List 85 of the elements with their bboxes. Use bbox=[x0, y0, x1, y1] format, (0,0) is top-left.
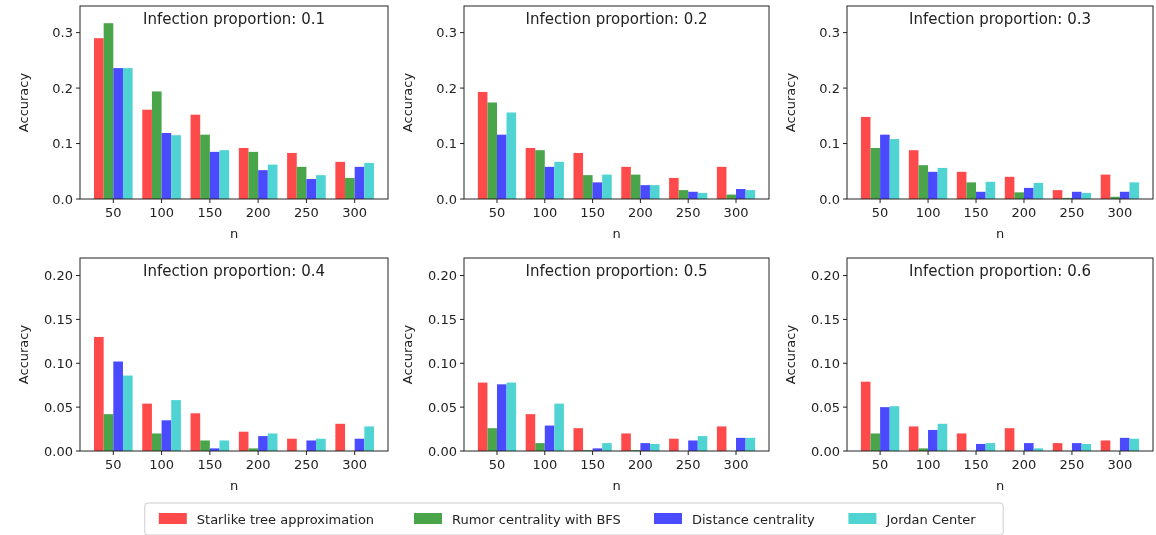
x-tick-label: 150 bbox=[963, 205, 989, 220]
x-tick-label: 200 bbox=[627, 205, 653, 220]
x-tick-label: 250 bbox=[294, 205, 319, 220]
y-tick-label: 0.1 bbox=[819, 136, 840, 152]
y-tick-label: 0.2 bbox=[436, 80, 457, 96]
y-axis-title: Accuracy bbox=[783, 72, 798, 133]
x-tick-label: 300 bbox=[1107, 457, 1133, 472]
y-tick-label: 0.0 bbox=[52, 191, 73, 207]
y-tick-label: 0.05 bbox=[428, 399, 457, 415]
x-axis-title: n bbox=[612, 478, 621, 493]
x-tick-label: 100 bbox=[915, 457, 941, 472]
x-tick-label: 100 bbox=[915, 205, 941, 220]
y-tick-label: 0.1 bbox=[52, 136, 73, 152]
legend-label: Jordan Center bbox=[885, 511, 977, 527]
y-tick-label: 0.20 bbox=[811, 268, 840, 284]
y-tick-label: 0.10 bbox=[44, 355, 73, 371]
x-tick-label: 250 bbox=[675, 457, 701, 472]
x-axis-title: n bbox=[229, 226, 239, 241]
x-axis-title: n bbox=[229, 478, 239, 493]
x-tick-label: 300 bbox=[1107, 205, 1133, 220]
y-tick-label: 0.00 bbox=[811, 443, 840, 459]
y-tick-label: 0.10 bbox=[811, 355, 840, 371]
y-tick-label: 0.05 bbox=[44, 399, 73, 415]
x-tick-label: 150 bbox=[580, 457, 606, 472]
legend-label: Starlike tree approximation bbox=[196, 511, 375, 527]
x-tick-label: 200 bbox=[245, 457, 271, 472]
chart-title: Infection proportion: 0.6 bbox=[909, 262, 1091, 280]
x-tick-label: 100 bbox=[532, 205, 558, 220]
legend-label: Rumor centrality with BFS bbox=[452, 511, 621, 527]
x-tick-label: 100 bbox=[149, 457, 174, 472]
x-tick-label: 250 bbox=[1059, 457, 1085, 472]
x-tick-label: 50 bbox=[105, 205, 122, 220]
y-tick-label: 0.2 bbox=[52, 80, 73, 96]
y-tick-label: 0.0 bbox=[436, 191, 457, 207]
chart-title: Infection proportion: 0.2 bbox=[525, 10, 708, 28]
y-tick-label: 0.00 bbox=[44, 443, 73, 459]
x-tick-label: 150 bbox=[580, 205, 606, 220]
y-tick-label: 0.3 bbox=[52, 25, 73, 41]
x-axis-title: n bbox=[995, 478, 1005, 493]
x-axis-title: n bbox=[612, 226, 621, 241]
x-tick-label: 250 bbox=[294, 457, 319, 472]
y-tick-label: 0.10 bbox=[428, 355, 457, 371]
x-tick-label: 200 bbox=[627, 457, 653, 472]
x-tick-label: 300 bbox=[723, 457, 749, 472]
x-tick-label: 50 bbox=[105, 457, 122, 472]
x-tick-label: 50 bbox=[488, 457, 506, 472]
y-tick-label: 0.15 bbox=[811, 311, 840, 327]
x-tick-label: 250 bbox=[1059, 205, 1085, 220]
y-axis-title: Accuracy bbox=[400, 324, 415, 385]
x-tick-label: 200 bbox=[245, 205, 271, 220]
x-tick-label: 200 bbox=[1011, 205, 1037, 220]
y-tick-label: 0.00 bbox=[428, 443, 457, 459]
chart-title: Infection proportion: 0.4 bbox=[143, 262, 325, 280]
x-tick-label: 200 bbox=[1011, 457, 1037, 472]
y-axis-title: Accuracy bbox=[16, 72, 31, 133]
x-tick-label: 300 bbox=[723, 205, 749, 220]
chart-title: Infection proportion: 0.1 bbox=[143, 10, 325, 28]
y-tick-label: 0.3 bbox=[819, 25, 840, 41]
x-tick-label: 150 bbox=[197, 457, 223, 472]
x-tick-label: 100 bbox=[532, 457, 558, 472]
x-tick-label: 50 bbox=[871, 457, 889, 472]
x-tick-label: 300 bbox=[342, 205, 368, 220]
y-tick-label: 0.0 bbox=[819, 191, 840, 207]
x-tick-label: 250 bbox=[675, 205, 701, 220]
x-tick-label: 50 bbox=[871, 205, 889, 220]
y-tick-label: 0.15 bbox=[428, 311, 457, 327]
y-axis-title: Accuracy bbox=[783, 324, 798, 385]
y-axis-title: Accuracy bbox=[400, 72, 415, 133]
y-tick-label: 0.05 bbox=[811, 399, 840, 415]
y-tick-label: 0.20 bbox=[44, 268, 73, 284]
chart-title: Infection proportion: 0.5 bbox=[525, 262, 708, 280]
legend-label: Distance centrality bbox=[692, 511, 816, 527]
x-tick-label: 300 bbox=[342, 457, 368, 472]
x-axis-title: n bbox=[995, 226, 1005, 241]
y-tick-label: 0.3 bbox=[436, 25, 457, 41]
x-tick-label: 50 bbox=[488, 205, 506, 220]
x-tick-label: 100 bbox=[149, 205, 174, 220]
y-tick-label: 0.20 bbox=[428, 268, 457, 284]
y-tick-label: 0.1 bbox=[436, 136, 457, 152]
x-tick-label: 150 bbox=[197, 205, 223, 220]
y-axis-title: Accuracy bbox=[16, 324, 31, 385]
chart-title: Infection proportion: 0.3 bbox=[909, 10, 1091, 28]
y-tick-label: 0.2 bbox=[819, 80, 840, 96]
x-tick-label: 150 bbox=[963, 457, 989, 472]
y-tick-label: 0.15 bbox=[44, 311, 73, 327]
